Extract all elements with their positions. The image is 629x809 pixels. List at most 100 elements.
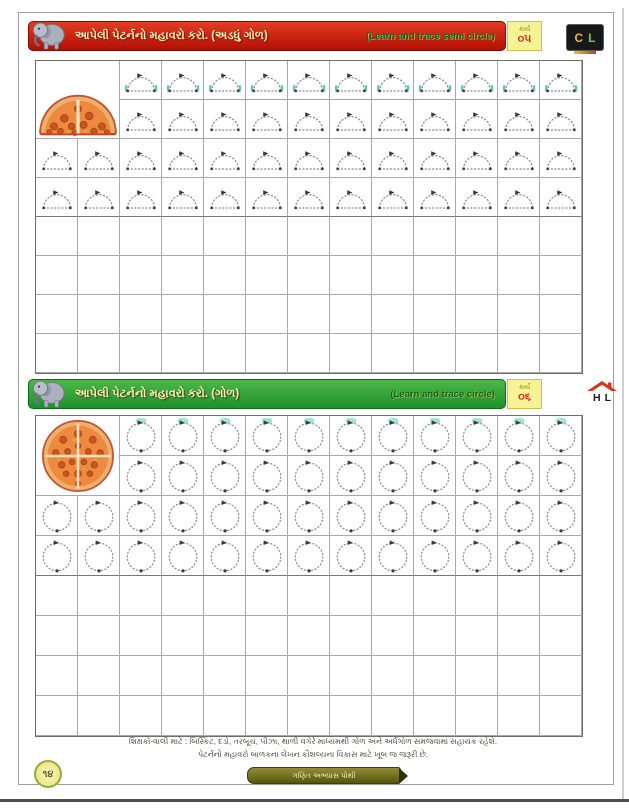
empty-practice-cell	[414, 576, 456, 616]
circle-trace-glyph	[420, 499, 449, 532]
trace-cell	[288, 139, 330, 178]
empty-practice-cell	[288, 217, 330, 256]
circle-trace-glyph	[420, 417, 449, 452]
trace-cell	[498, 61, 540, 100]
empty-practice-cell	[372, 334, 414, 373]
empty-practice-cell	[36, 256, 78, 295]
semicircle-trace-glyph	[83, 189, 114, 209]
empty-practice-cell	[246, 295, 288, 334]
empty-practice-cell	[498, 295, 540, 334]
trace-cell	[162, 139, 204, 178]
empty-practice-cell	[414, 256, 456, 295]
semicircle-trace-glyph	[293, 111, 324, 131]
trace-cell	[246, 496, 288, 536]
trace-cell	[162, 100, 204, 139]
trace-cell	[330, 61, 372, 100]
trace-cell	[540, 416, 582, 456]
circle-trace-glyph	[378, 417, 407, 452]
trace-cell	[288, 456, 330, 496]
empty-practice-cell	[120, 616, 162, 656]
circle-trace-glyph	[168, 499, 197, 532]
circle-trace-glyph	[420, 459, 449, 492]
trace-cell	[120, 139, 162, 178]
circle-trace-glyph	[294, 539, 323, 572]
semicircle-trace-glyph	[250, 72, 283, 92]
task-label: કાર્ય	[518, 25, 531, 33]
empty-practice-cell	[162, 256, 204, 295]
empty-practice-cell	[330, 576, 372, 616]
teacher-note-line1: શિક્ષકો-વાલી માટે : બિસ્કિટ, દડો, તરબૂચ,…	[128, 737, 498, 746]
trace-cell	[204, 456, 246, 496]
trace-cell	[204, 61, 246, 100]
trace-cell	[288, 536, 330, 576]
trace-cell	[246, 416, 288, 456]
semicircle-trace-glyph	[335, 150, 366, 170]
semicircle-trace-glyph	[124, 72, 157, 92]
empty-practice-cell	[540, 256, 582, 295]
empty-practice-cell	[456, 334, 498, 373]
empty-practice-cell	[204, 576, 246, 616]
semicircle-trace-glyph	[460, 72, 493, 92]
circle-trace-glyph	[336, 417, 365, 452]
trace-cell	[246, 61, 288, 100]
empty-practice-cell	[288, 334, 330, 373]
semicircle-trace-glyph	[461, 150, 492, 170]
semicircle-trace-glyph	[545, 189, 576, 209]
trace-cell	[120, 536, 162, 576]
section1-header: આપેલી પેટર્નનો મહાવરો કરો. (અડધું ગોળ) (…	[28, 21, 506, 51]
trace-cell	[204, 536, 246, 576]
semicircle-trace-glyph	[503, 150, 534, 170]
circle-trace-glyph	[336, 459, 365, 492]
semicircle-trace-glyph	[41, 189, 72, 209]
empty-practice-cell	[78, 256, 120, 295]
circle-trace-glyph	[546, 539, 575, 572]
trace-cell	[498, 100, 540, 139]
half-pizza-image	[38, 94, 117, 136]
trace-cell	[414, 456, 456, 496]
semicircle-trace-glyph	[209, 189, 240, 209]
semicircle-trace-glyph	[419, 189, 450, 209]
empty-practice-cell	[78, 616, 120, 656]
trace-cell	[540, 456, 582, 496]
empty-practice-cell	[456, 295, 498, 334]
trace-cell	[204, 496, 246, 536]
empty-practice-cell	[330, 334, 372, 373]
trace-cell	[36, 139, 78, 178]
circle-trace-glyph	[168, 459, 197, 492]
semicircle-trace-glyph	[83, 150, 114, 170]
circle-trace-glyph	[42, 499, 71, 532]
circle-trace-glyph	[168, 417, 197, 452]
empty-practice-cell	[414, 295, 456, 334]
trace-cell	[456, 100, 498, 139]
empty-practice-cell	[162, 217, 204, 256]
empty-practice-cell	[246, 256, 288, 295]
semicircle-trace-glyph	[503, 111, 534, 131]
semicircle-trace-glyph	[335, 111, 366, 131]
trace-cell	[162, 536, 204, 576]
trace-cell	[288, 100, 330, 139]
trace-cell	[162, 496, 204, 536]
circle-trace-glyph	[378, 499, 407, 532]
semicircle-trace-glyph	[125, 150, 156, 170]
trace-cell	[36, 178, 78, 217]
semicircle-trace-glyph	[545, 150, 576, 170]
empty-practice-cell	[120, 256, 162, 295]
circle-trace-glyph	[42, 539, 71, 572]
empty-practice-cell	[540, 656, 582, 696]
full-pizza-example-cell	[36, 416, 120, 496]
empty-practice-cell	[372, 656, 414, 696]
trace-cell	[498, 536, 540, 576]
trace-cell	[414, 178, 456, 217]
empty-practice-cell	[498, 576, 540, 616]
semicircle-trace-glyph	[544, 72, 577, 92]
circle-trace-glyph	[252, 459, 281, 492]
empty-practice-cell	[498, 256, 540, 295]
empty-practice-cell	[36, 576, 78, 616]
trace-cell	[246, 536, 288, 576]
trace-cell	[372, 416, 414, 456]
circle-trace-glyph	[462, 459, 491, 492]
semicircle-trace-glyph	[167, 150, 198, 170]
circle-trace-glyph	[252, 499, 281, 532]
semicircle-trace-glyph	[376, 72, 409, 92]
